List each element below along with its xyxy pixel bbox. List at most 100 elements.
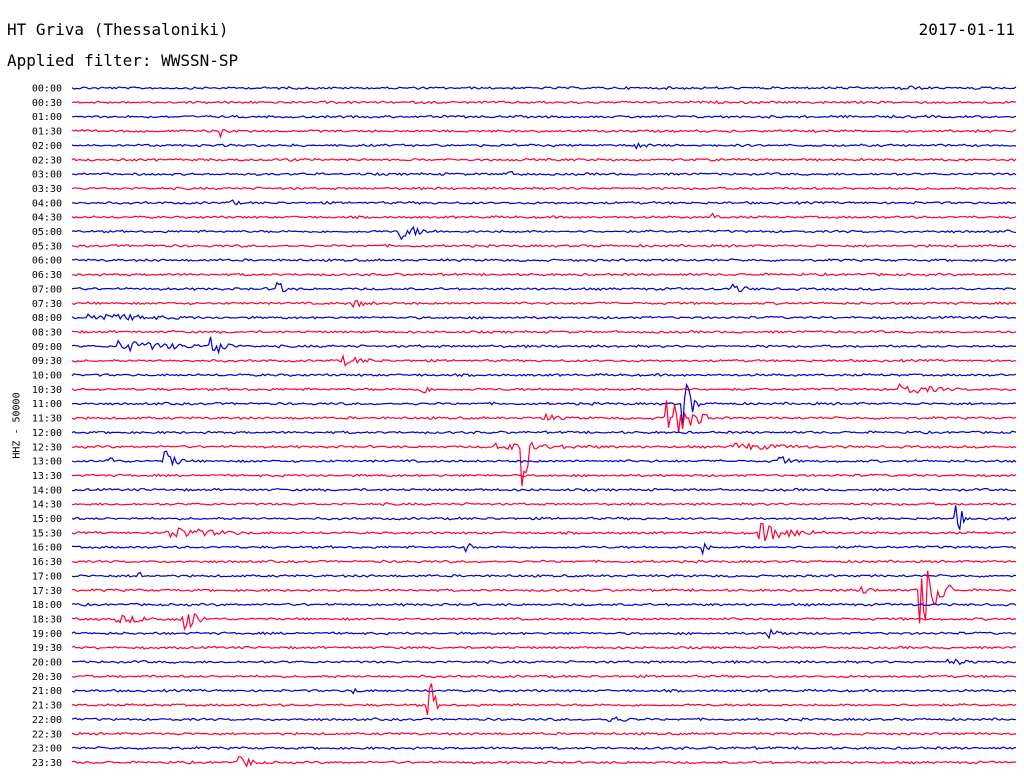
trace-20:30	[71, 674, 1017, 679]
trace-04:00	[71, 199, 1017, 206]
trace-15:00	[71, 505, 1017, 530]
trace-23:00	[71, 746, 1017, 751]
row-label-18:30: 18:30	[32, 614, 62, 625]
trace-17:00	[71, 571, 1017, 578]
trace-14:00	[71, 487, 1017, 492]
filter-label: Applied filter: WWSSN-SP	[7, 51, 239, 70]
trace-09:30	[71, 353, 1017, 367]
trace-05:30	[71, 243, 1017, 248]
row-label-22:30: 22:30	[32, 729, 62, 740]
trace-10:30	[71, 383, 1017, 394]
row-label-06:00: 06:00	[32, 256, 62, 267]
trace-19:00	[71, 628, 1017, 640]
trace-04:30	[71, 212, 1017, 220]
trace-00:30	[71, 100, 1017, 105]
row-label-17:30: 17:30	[32, 586, 62, 597]
row-label-04:30: 04:30	[32, 213, 62, 224]
row-label-13:30: 13:30	[32, 471, 62, 482]
row-label-01:00: 01:00	[32, 112, 62, 123]
trace-08:30	[71, 329, 1017, 334]
row-label-07:30: 07:30	[32, 299, 62, 310]
row-label-05:00: 05:00	[32, 227, 62, 238]
row-label-16:30: 16:30	[32, 557, 62, 568]
trace-08:00	[71, 313, 1017, 322]
row-label-23:00: 23:00	[32, 744, 62, 755]
trace-20:00	[71, 658, 1017, 666]
trace-13:00	[71, 450, 1017, 467]
trace-11:00	[71, 382, 1017, 429]
row-label-10:30: 10:30	[32, 385, 62, 396]
row-label-01:30: 01:30	[32, 127, 62, 138]
row-label-02:30: 02:30	[32, 155, 62, 166]
date-label: 2017-01-11	[918, 20, 1015, 39]
trace-09:00	[71, 336, 1017, 355]
trace-01:00	[71, 114, 1017, 119]
row-label-15:00: 15:00	[32, 514, 62, 525]
row-label-12:00: 12:00	[32, 428, 62, 439]
row-label-17:00: 17:00	[32, 571, 62, 582]
row-label-11:30: 11:30	[32, 414, 62, 425]
trace-15:30	[71, 522, 1017, 542]
trace-12:30	[71, 441, 1017, 487]
trace-03:30	[71, 186, 1017, 191]
row-label-03:00: 03:00	[32, 170, 62, 181]
trace-17:30	[71, 570, 1017, 624]
row-label-06:30: 06:30	[32, 270, 62, 281]
row-label-04:00: 04:00	[32, 198, 62, 209]
row-label-16:00: 16:00	[32, 543, 62, 554]
row-label-18:00: 18:00	[32, 600, 62, 611]
station-title: HT Griva (Thessaloniki)	[7, 20, 229, 39]
row-label-15:30: 15:30	[32, 528, 62, 539]
trace-16:30	[71, 559, 1017, 564]
trace-19:30	[71, 645, 1017, 650]
trace-03:00	[71, 170, 1017, 177]
row-label-08:30: 08:30	[32, 327, 62, 338]
trace-07:00	[71, 281, 1017, 293]
trace-12:00	[71, 430, 1017, 435]
row-label-21:00: 21:00	[32, 686, 62, 697]
trace-11:30	[71, 400, 1017, 433]
trace-10:00	[71, 373, 1017, 378]
trace-21:30	[71, 683, 1017, 715]
row-label-08:00: 08:00	[32, 313, 62, 324]
row-label-23:30: 23:30	[32, 758, 62, 769]
trace-18:30	[71, 613, 1017, 632]
row-label-22:00: 22:00	[32, 715, 62, 726]
trace-06:00	[71, 258, 1017, 263]
trace-07:30	[71, 299, 1017, 309]
row-label-09:30: 09:30	[32, 356, 62, 367]
row-label-19:00: 19:00	[32, 629, 62, 640]
row-label-21:30: 21:30	[32, 701, 62, 712]
trace-06:30	[72, 272, 1017, 277]
row-label-14:00: 14:00	[32, 485, 62, 496]
trace-01:30	[71, 128, 1017, 139]
row-label-09:00: 09:00	[32, 342, 62, 353]
row-label-07:00: 07:00	[32, 284, 62, 295]
row-label-03:30: 03:30	[32, 184, 62, 195]
row-label-19:30: 19:30	[32, 643, 62, 654]
trace-16:00	[71, 541, 1017, 556]
trace-05:00	[71, 225, 1017, 241]
row-label-00:00: 00:00	[32, 84, 62, 95]
trace-18:00	[71, 602, 1017, 607]
trace-00:00	[71, 85, 1017, 91]
row-label-00:30: 00:30	[32, 98, 62, 109]
trace-13:30	[71, 473, 1017, 478]
trace-23:30	[71, 756, 1016, 768]
trace-14:30	[71, 502, 1017, 507]
trace-21:00	[71, 687, 1017, 695]
row-label-20:00: 20:00	[32, 658, 62, 669]
trace-22:30	[71, 731, 1017, 736]
row-label-11:00: 11:00	[32, 399, 62, 410]
row-label-14:30: 14:30	[32, 500, 62, 511]
trace-22:00	[71, 716, 1017, 723]
row-label-20:30: 20:30	[32, 672, 62, 683]
row-label-13:00: 13:00	[32, 457, 62, 468]
row-label-05:30: 05:30	[32, 241, 62, 252]
trace-02:30	[71, 157, 1017, 162]
trace-02:00	[71, 141, 1017, 150]
row-label-10:00: 10:00	[32, 371, 62, 382]
row-label-12:30: 12:30	[32, 442, 62, 453]
row-label-02:00: 02:00	[32, 141, 62, 152]
